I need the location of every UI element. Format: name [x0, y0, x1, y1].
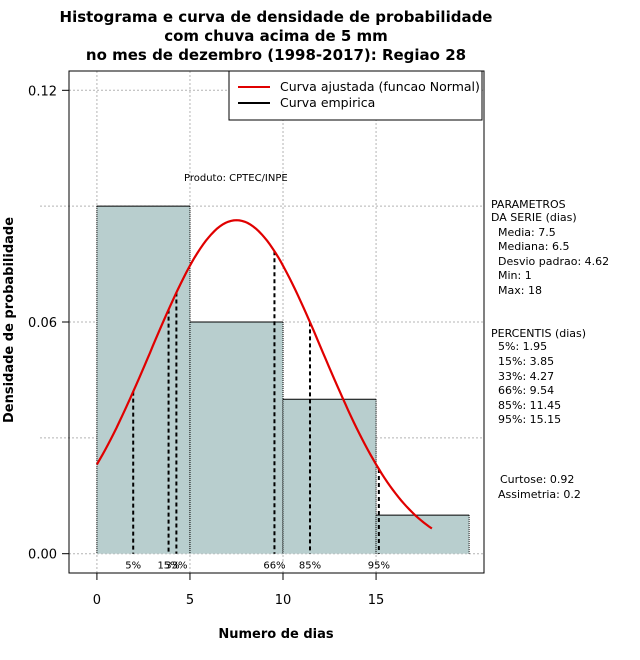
percentile-label-4: 66% — [263, 561, 285, 572]
percentis-title: PERCENTIS (dias) — [491, 327, 586, 340]
percentile-lines: 5% 15%33% 66% 85% 95% — [125, 251, 390, 572]
x-tick-label: 0 — [93, 593, 101, 608]
percentile-label-5: 85% — [299, 561, 321, 572]
y-tick-label: 0.00 — [28, 548, 57, 563]
histogram-bar-1 — [96, 206, 190, 554]
stats-panel: PARAMETROS DA SERIE (dias) Media: 7.5 Me… — [491, 198, 609, 501]
stat-max: Max: 18 — [498, 284, 542, 297]
parametros-title-2: DA SERIE (dias) — [491, 211, 577, 224]
x-tick-label: 15 — [368, 593, 385, 608]
stat-mediana: Mediana: 6.5 — [498, 240, 569, 253]
percentile-label-3: 33% — [165, 561, 187, 572]
percentile-label-2: 15% — [157, 561, 179, 572]
legend-label-fitted: Curva ajustada (funcao Normal) — [280, 79, 480, 94]
y-tick-label: 0.12 — [28, 84, 57, 99]
chart-title-line-1: Histograma e curva de densidade de proba… — [60, 8, 493, 26]
percentil-85: 85%: 11.45 — [498, 399, 561, 412]
x-tick-label: 10 — [275, 593, 292, 608]
histogram-bars — [96, 205, 470, 554]
percentil-66: 66%: 9.54 — [498, 384, 554, 397]
percentile-label-6: 95% — [368, 561, 390, 572]
legend-box — [228, 70, 483, 121]
percentile-label-1: 5% — [125, 561, 141, 572]
percentil-95: 95%: 15.15 — [498, 413, 561, 426]
histogram-bar-2 — [189, 322, 284, 554]
stat-curtose: Curtose: 0.92 — [500, 473, 574, 486]
stat-assimetria: Assimetria: 0.2 — [498, 488, 581, 501]
stat-media: Media: 7.5 — [498, 226, 556, 239]
x-axis-label: Numero de dias — [218, 627, 334, 642]
parametros-title-1: PARAMETROS — [491, 198, 566, 211]
percentil-15: 15%: 3.85 — [498, 355, 554, 368]
percentil-33: 33%: 4.27 — [498, 370, 554, 383]
chart-title-line-3: no mes de dezembro (1998-2017): Regiao 2… — [86, 46, 466, 64]
normal-curve — [95, 219, 433, 530]
product-annotation: Produto: CPTEC/INPE — [184, 173, 288, 184]
y-tick-label: 0.06 — [28, 316, 57, 331]
legend: Curva ajustada (funcao Normal) Curva emp… — [228, 70, 483, 121]
normal-curve-layer — [95, 219, 433, 530]
percentil-5: 5%: 1.95 — [498, 340, 547, 353]
y-axis-label: Densidade de probabilidade — [2, 217, 17, 423]
stat-desvio: Desvio padrao: 4.62 — [498, 255, 609, 268]
chart-title-line-2: com chuva acima de 5 mm — [164, 27, 388, 45]
stat-min: Min: 1 — [498, 269, 532, 282]
x-tick-label: 5 — [186, 593, 194, 608]
legend-label-empirical: Curva empirica — [280, 95, 375, 110]
histogram-bar-3 — [283, 399, 377, 554]
